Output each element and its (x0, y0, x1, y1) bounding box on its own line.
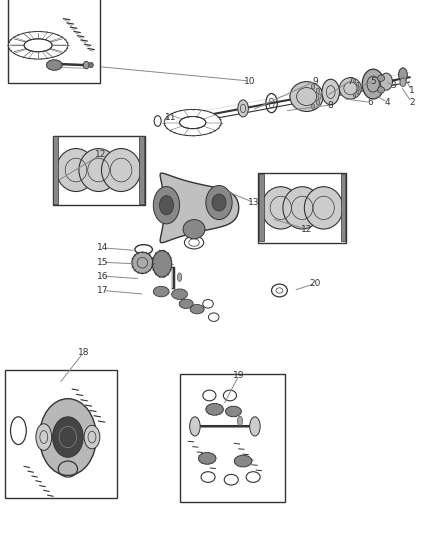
Text: 11: 11 (165, 113, 177, 122)
Ellipse shape (212, 194, 226, 211)
Ellipse shape (290, 82, 323, 111)
Ellipse shape (237, 416, 243, 426)
Ellipse shape (322, 79, 339, 105)
Text: 20: 20 (310, 279, 321, 288)
Text: 7: 7 (347, 77, 353, 85)
Text: 14: 14 (97, 244, 109, 252)
Ellipse shape (8, 31, 68, 59)
Ellipse shape (177, 273, 182, 281)
Ellipse shape (190, 304, 204, 314)
Ellipse shape (132, 252, 153, 273)
Text: 4: 4 (385, 98, 390, 107)
Text: 10: 10 (244, 77, 255, 85)
Ellipse shape (380, 73, 392, 90)
Bar (53, 136, 145, 205)
Text: 18: 18 (78, 349, 89, 357)
Text: 2: 2 (409, 98, 414, 107)
Ellipse shape (84, 425, 100, 449)
Ellipse shape (53, 417, 83, 457)
Ellipse shape (316, 88, 319, 93)
Ellipse shape (153, 187, 180, 224)
Ellipse shape (159, 196, 173, 215)
Ellipse shape (399, 68, 407, 82)
Text: 9: 9 (312, 77, 318, 85)
Ellipse shape (39, 399, 96, 475)
Text: 8: 8 (328, 101, 334, 109)
Ellipse shape (183, 220, 205, 239)
Ellipse shape (57, 149, 95, 191)
Text: 5: 5 (370, 77, 376, 85)
Ellipse shape (362, 69, 384, 99)
Text: 6: 6 (367, 98, 373, 107)
Text: 16: 16 (97, 272, 109, 280)
Ellipse shape (378, 75, 385, 82)
Ellipse shape (311, 104, 315, 109)
Bar (258, 173, 346, 243)
Ellipse shape (89, 62, 93, 68)
Bar (53, 136, 58, 204)
Ellipse shape (172, 289, 187, 300)
Ellipse shape (378, 87, 385, 93)
Ellipse shape (179, 299, 193, 309)
Ellipse shape (153, 286, 169, 297)
Ellipse shape (304, 187, 343, 229)
Bar (5, 370, 117, 498)
Ellipse shape (353, 79, 356, 83)
Ellipse shape (339, 78, 361, 99)
Ellipse shape (316, 100, 319, 105)
Ellipse shape (164, 109, 221, 136)
Bar (259, 174, 264, 241)
Ellipse shape (400, 78, 406, 86)
Ellipse shape (152, 251, 172, 277)
Text: 12: 12 (95, 150, 106, 159)
Bar (180, 374, 285, 502)
Bar (341, 174, 345, 241)
Ellipse shape (36, 424, 52, 450)
Ellipse shape (8, 31, 68, 59)
Text: 3: 3 (390, 81, 396, 90)
Ellipse shape (318, 94, 321, 99)
Text: 17: 17 (97, 286, 109, 295)
Text: 13: 13 (248, 198, 260, 207)
Ellipse shape (283, 187, 321, 229)
Ellipse shape (226, 406, 241, 417)
Ellipse shape (206, 403, 223, 415)
Ellipse shape (357, 82, 359, 86)
Text: 15: 15 (97, 258, 109, 266)
Ellipse shape (353, 94, 356, 98)
Ellipse shape (83, 61, 89, 69)
Ellipse shape (79, 149, 118, 191)
Text: 19: 19 (233, 372, 244, 380)
Ellipse shape (250, 417, 260, 436)
Ellipse shape (311, 84, 315, 89)
Ellipse shape (164, 109, 221, 136)
Ellipse shape (198, 453, 216, 464)
Bar (139, 136, 144, 204)
Ellipse shape (357, 91, 359, 94)
Ellipse shape (234, 455, 252, 467)
Ellipse shape (102, 149, 141, 191)
Text: 12: 12 (301, 225, 312, 233)
Ellipse shape (358, 86, 360, 90)
Ellipse shape (261, 187, 300, 229)
Ellipse shape (206, 185, 232, 220)
Polygon shape (160, 173, 239, 243)
Ellipse shape (190, 417, 200, 436)
Bar (8, 0, 100, 83)
Ellipse shape (46, 60, 62, 70)
Text: 1: 1 (409, 86, 415, 95)
Ellipse shape (238, 100, 248, 117)
